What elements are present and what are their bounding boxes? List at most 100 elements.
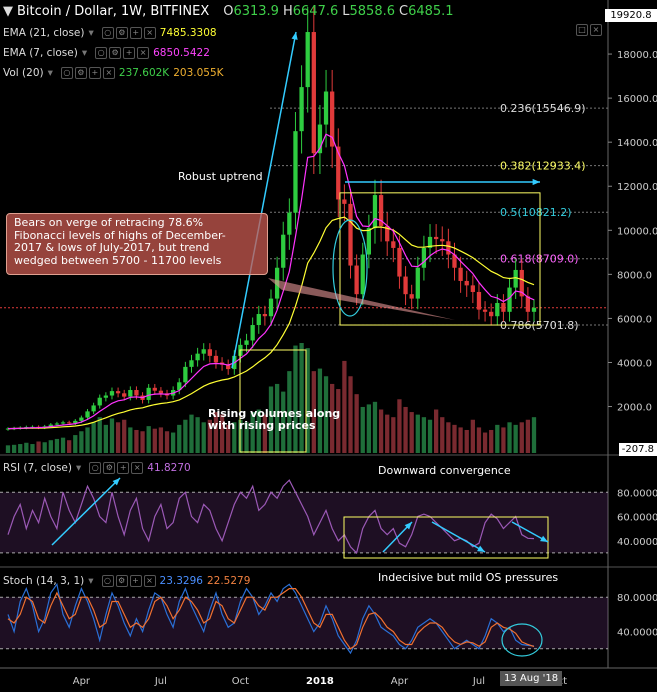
volume-bar — [440, 417, 445, 453]
volume-bar — [305, 348, 310, 453]
time-tick-label: Apr — [391, 676, 409, 687]
candle-body — [489, 311, 494, 317]
candle-body — [128, 390, 133, 397]
ema21-legend[interactable]: EMA (21, close) ▾ ○ ⚙ + × 7485.3308 — [3, 27, 217, 39]
volume-bar — [299, 343, 304, 453]
candle-body — [354, 265, 359, 295]
fib-label: 0.236(15546.9) — [500, 102, 586, 115]
date-tag: 13 Aug '18 — [500, 671, 563, 686]
plus-icon[interactable]: + — [88, 67, 101, 79]
volume-bar — [421, 417, 427, 453]
volume-bar — [91, 422, 96, 453]
volume-bar — [464, 429, 469, 453]
volume-bar — [336, 389, 341, 453]
candle-body — [281, 234, 286, 268]
collapse-icon[interactable]: ▼ — [3, 4, 13, 19]
volume-bar — [489, 429, 494, 453]
plus-icon[interactable]: + — [129, 27, 142, 39]
volume-bar — [213, 412, 219, 453]
volume-bar — [170, 432, 176, 453]
candle-body — [452, 254, 457, 268]
close-icon[interactable]: × — [102, 67, 115, 79]
close-icon[interactable]: × — [143, 575, 156, 587]
close-icon[interactable]: × — [137, 47, 150, 59]
gear-icon[interactable]: ⚙ — [115, 575, 128, 587]
volume-bar — [134, 429, 139, 453]
stoch-legend[interactable]: Stoch (14, 3, 1) ▾ ○ ⚙ + × 23.3296 22.5279 — [3, 575, 251, 587]
volume-bar — [177, 424, 182, 453]
candle-body — [391, 241, 396, 248]
maximize-icon[interactable]: □ — [576, 24, 588, 36]
volume-bar — [287, 371, 292, 453]
ohlc-open: O6313.9 — [223, 4, 279, 19]
highlight-ellipse — [332, 219, 368, 317]
plus-icon[interactable]: + — [117, 462, 130, 474]
fib-label: 0.5(10821.2) — [500, 206, 572, 219]
candle-body — [250, 325, 255, 341]
plus-icon[interactable]: + — [129, 575, 142, 587]
candle-body — [372, 195, 378, 229]
volume-bar — [54, 438, 60, 453]
volume-bar — [115, 422, 121, 453]
candle-body — [458, 267, 463, 281]
candle-body — [54, 423, 60, 425]
volume-bar — [244, 422, 249, 453]
rsi-legend[interactable]: RSI (7, close) ▾ ○ ⚙ + × 41.8270 — [3, 462, 191, 474]
volume-bar — [391, 417, 396, 453]
candle-body — [177, 382, 182, 391]
candle-body — [323, 91, 329, 125]
volume-bar — [103, 424, 109, 453]
eye-icon[interactable]: ○ — [60, 67, 73, 79]
volume-bar — [281, 391, 286, 453]
gear-icon[interactable]: ⚙ — [109, 47, 122, 59]
rsi-tick-label: 80.0000 — [617, 488, 657, 499]
volume-bar — [348, 376, 353, 453]
rsi-arrow-1 — [51, 477, 121, 546]
volume-bar — [42, 442, 47, 453]
gear-icon[interactable]: ⚙ — [103, 462, 116, 474]
volume-bar — [501, 427, 506, 453]
price-tick-label: 14000.0 — [617, 138, 657, 149]
close-icon[interactable]: × — [131, 462, 144, 474]
gear-icon[interactable]: ⚙ — [115, 27, 128, 39]
volume-bar — [317, 368, 323, 453]
eye-icon[interactable]: ○ — [101, 27, 114, 39]
candle-body — [79, 417, 84, 421]
volume-bar — [433, 409, 439, 453]
eye-icon[interactable]: ○ — [101, 575, 114, 587]
volume-bar — [403, 406, 408, 453]
volume-bar — [158, 427, 164, 453]
volume-bar — [232, 422, 237, 453]
candle-body — [385, 225, 390, 242]
price-tick-label: 10000.0 — [617, 226, 657, 237]
candle-body — [403, 276, 408, 295]
candle-body — [470, 285, 475, 292]
close-icon[interactable]: × — [143, 27, 156, 39]
volume-bar — [250, 412, 255, 453]
candle-body — [476, 291, 482, 310]
candle-body — [152, 387, 157, 391]
price-tick-label: 18000.0 — [617, 50, 657, 61]
volume-bar — [372, 401, 378, 453]
rsi-arrow-3 — [431, 521, 486, 553]
volume-bar — [122, 419, 127, 453]
candle-body — [415, 267, 420, 299]
volume-bar — [360, 406, 365, 453]
candle-body — [103, 395, 109, 398]
gear-icon[interactable]: ⚙ — [74, 67, 87, 79]
candle-body — [67, 422, 72, 424]
plus-icon[interactable]: + — [123, 47, 136, 59]
volume-box — [239, 349, 307, 453]
eye-icon[interactable]: ○ — [89, 462, 102, 474]
ema7-legend[interactable]: EMA (7, close) ▾ ○ ⚙ + × 6850.5422 — [3, 47, 210, 59]
eye-icon[interactable]: ○ — [95, 47, 108, 59]
volume-legend[interactable]: Vol (20) ▾ ○ ⚙ + × 237.602K 203.055K — [3, 67, 224, 79]
symbol-title[interactable]: Bitcoin / Dollar, 1W, BITFINEX — [17, 4, 210, 19]
candle-body — [195, 353, 200, 361]
close-pane-icon[interactable]: × — [590, 24, 602, 36]
volume-bar — [128, 427, 133, 453]
volume-bar — [531, 417, 537, 453]
candle-body — [421, 247, 427, 268]
